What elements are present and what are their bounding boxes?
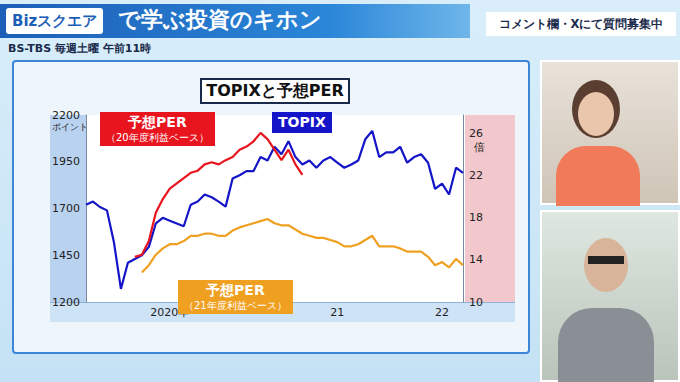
svg-text:ポイント: ポイント bbox=[52, 122, 88, 132]
svg-text:2200: 2200 bbox=[52, 109, 80, 122]
html-text:BS-TBS 毎週土曜 午前11時: BS-TBS 毎週土曜 午前11時 bbox=[8, 42, 151, 55]
html-text:で学ぶ投資のキホン: で学ぶ投資のキホン bbox=[118, 7, 322, 32]
svg-text:1200: 1200 bbox=[52, 296, 80, 309]
svg-text:26: 26 bbox=[469, 127, 483, 140]
svg-text:1700: 1700 bbox=[52, 202, 80, 215]
html-text:コメント欄・Xにて質問募集中: コメント欄・Xにて質問募集中 bbox=[498, 17, 664, 31]
html-text:予想PER: 予想PER bbox=[206, 282, 265, 298]
svg-text:2020年: 2020年 bbox=[150, 306, 190, 319]
svg-text:1950: 1950 bbox=[52, 155, 80, 168]
html-text:予想PER: 予想PER bbox=[128, 114, 187, 130]
svg-text:倍: 倍 bbox=[474, 141, 485, 154]
svg-text:21: 21 bbox=[330, 306, 344, 319]
html-text:Bizスクエア: Bizスクエア bbox=[12, 12, 98, 30]
svg-text:10: 10 bbox=[469, 296, 483, 309]
html-text:TOPIXと予想PER: TOPIXと予想PER bbox=[206, 81, 344, 100]
svg-text:22: 22 bbox=[435, 306, 449, 319]
html-text:（20年度利益ベース）: （20年度利益ベース） bbox=[106, 132, 209, 143]
html-text:（21年度利益ベース）: （21年度利益ベース） bbox=[184, 300, 287, 311]
svg-text:14: 14 bbox=[469, 253, 483, 266]
svg-text:22: 22 bbox=[469, 169, 483, 182]
html-text:TOPIX: TOPIX bbox=[278, 114, 326, 130]
svg-text:1450: 1450 bbox=[52, 249, 80, 262]
svg-text:18: 18 bbox=[469, 211, 483, 224]
